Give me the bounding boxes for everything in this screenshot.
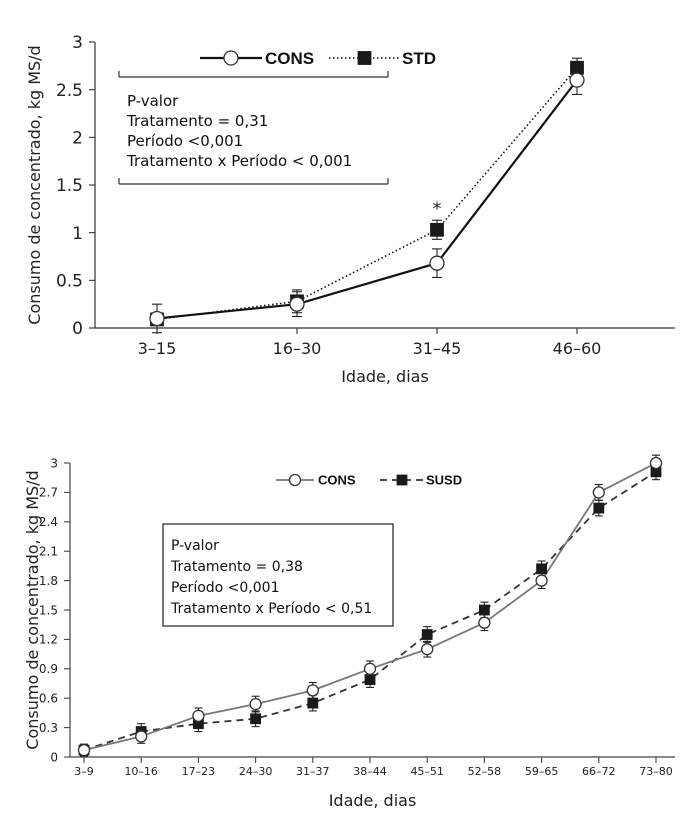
chart-1: 0 0.5 1 1.5 2 2.5 3 3–15 16–30 31–45 46–60 Idade, d… (25, 33, 675, 386)
y-tick-label: 2.5 (56, 81, 83, 101)
point-cons (569, 72, 585, 88)
legend-label-cons: CONS (265, 49, 314, 68)
y-tick-label: 1.5 (56, 176, 83, 196)
y-tick-label: 2.1 (39, 545, 58, 559)
x-tick-label: 45–51 (410, 765, 444, 778)
legend-marker-std (357, 51, 372, 65)
legend-label-cons: CONS (318, 473, 356, 488)
x-axis-label: Idade, dias (341, 367, 429, 386)
series-line-susd (83, 471, 657, 751)
x-tick-label: 17–23 (182, 765, 216, 778)
y-axis-label: Consumo de concentrado, kg MS/d (23, 470, 42, 749)
y-tick-label: 0 (72, 319, 83, 339)
point-cons (429, 255, 445, 271)
point-cons (192, 709, 205, 722)
point-cons (649, 456, 663, 470)
annotation-line: Período <0,001 (171, 580, 279, 596)
point-cons (149, 310, 165, 327)
point-cons (289, 296, 305, 312)
point-susd (307, 697, 319, 709)
point-cons (535, 574, 548, 587)
y-tick-label: 0.6 (39, 692, 58, 706)
y-tick-label: 1.8 (39, 574, 58, 588)
annotation-line: P-valor (171, 538, 219, 554)
y-tick-label: 0 (50, 750, 58, 764)
point-susd (593, 502, 605, 514)
point-cons (421, 643, 434, 656)
point-susd (478, 604, 490, 616)
y-tick-label: 2.7 (39, 486, 58, 500)
y-tick-label: 2 (72, 128, 83, 148)
x-tick-label: 31–45 (413, 339, 462, 358)
point-susd (250, 713, 262, 725)
y-tick-label: 0.5 (56, 271, 83, 291)
x-tick-label: 38–44 (353, 765, 387, 778)
point-cons (363, 662, 377, 675)
point-cons (77, 743, 91, 757)
x-tick-label: 24–30 (239, 765, 273, 778)
y-tick-label: 3 (50, 456, 58, 470)
x-tick-label: 46–60 (553, 339, 602, 358)
annotation-line: Tratamento = 0,31 (126, 112, 268, 130)
series-line-std (156, 67, 578, 321)
x-tick-label: 3–15 (138, 339, 177, 358)
x-tick-label: 3–9 (74, 765, 94, 778)
point-susd (421, 629, 433, 640)
legend-label-susd: SUSD (426, 473, 462, 488)
x-tick-label: 52–58 (468, 765, 502, 778)
x-tick-label: 16–30 (273, 339, 322, 358)
point-cons (306, 684, 319, 697)
legend-marker-susd (396, 474, 408, 486)
series-line-cons (156, 79, 578, 320)
legend-label-std: STD (402, 49, 436, 68)
annotation-line: Período <0,001 (127, 132, 243, 150)
x-tick-label: 66–72 (582, 765, 616, 778)
x-axis-label: Idade, dias (329, 791, 417, 810)
annotation-line: Tratamento x Período < 0,51 (170, 601, 372, 617)
point-cons (592, 486, 605, 499)
x-tick-label: 10–16 (124, 765, 158, 778)
y-tick-label: 2.4 (39, 515, 58, 529)
y-tick-label: 1.2 (39, 633, 58, 647)
y-tick-label: 1.5 (39, 603, 58, 617)
y-tick-label: 3 (72, 33, 83, 53)
x-tick-label: 73–80 (639, 765, 673, 778)
y-tick-label: 0.3 (39, 721, 58, 735)
legend-marker-cons (223, 50, 239, 66)
point-cons (135, 730, 148, 743)
legend-marker-cons (288, 473, 302, 487)
chart-2: 0 0.3 0.6 0.9 1.2 1.5 1.8 2.1 2.4 2.7 3 3–9 10–16 17–… (23, 454, 675, 810)
significance-star: * (433, 198, 442, 219)
annotation-line: Tratamento x Período < 0,001 (126, 152, 352, 170)
annotation-box (162, 523, 394, 627)
y-axis-label: Consumo de concentrado, kg MS/d (25, 45, 44, 324)
annotation-line: Tratamento = 0,38 (170, 559, 303, 575)
annotation-line: P-valor (127, 92, 179, 110)
point-cons (478, 616, 491, 629)
point-cons (249, 697, 262, 711)
y-tick-label: 1 (72, 224, 83, 244)
x-tick-label: 59–65 (525, 765, 559, 778)
point-std (430, 222, 444, 237)
x-tick-label: 31–37 (296, 765, 330, 778)
y-tick-label: 0.9 (39, 662, 58, 676)
